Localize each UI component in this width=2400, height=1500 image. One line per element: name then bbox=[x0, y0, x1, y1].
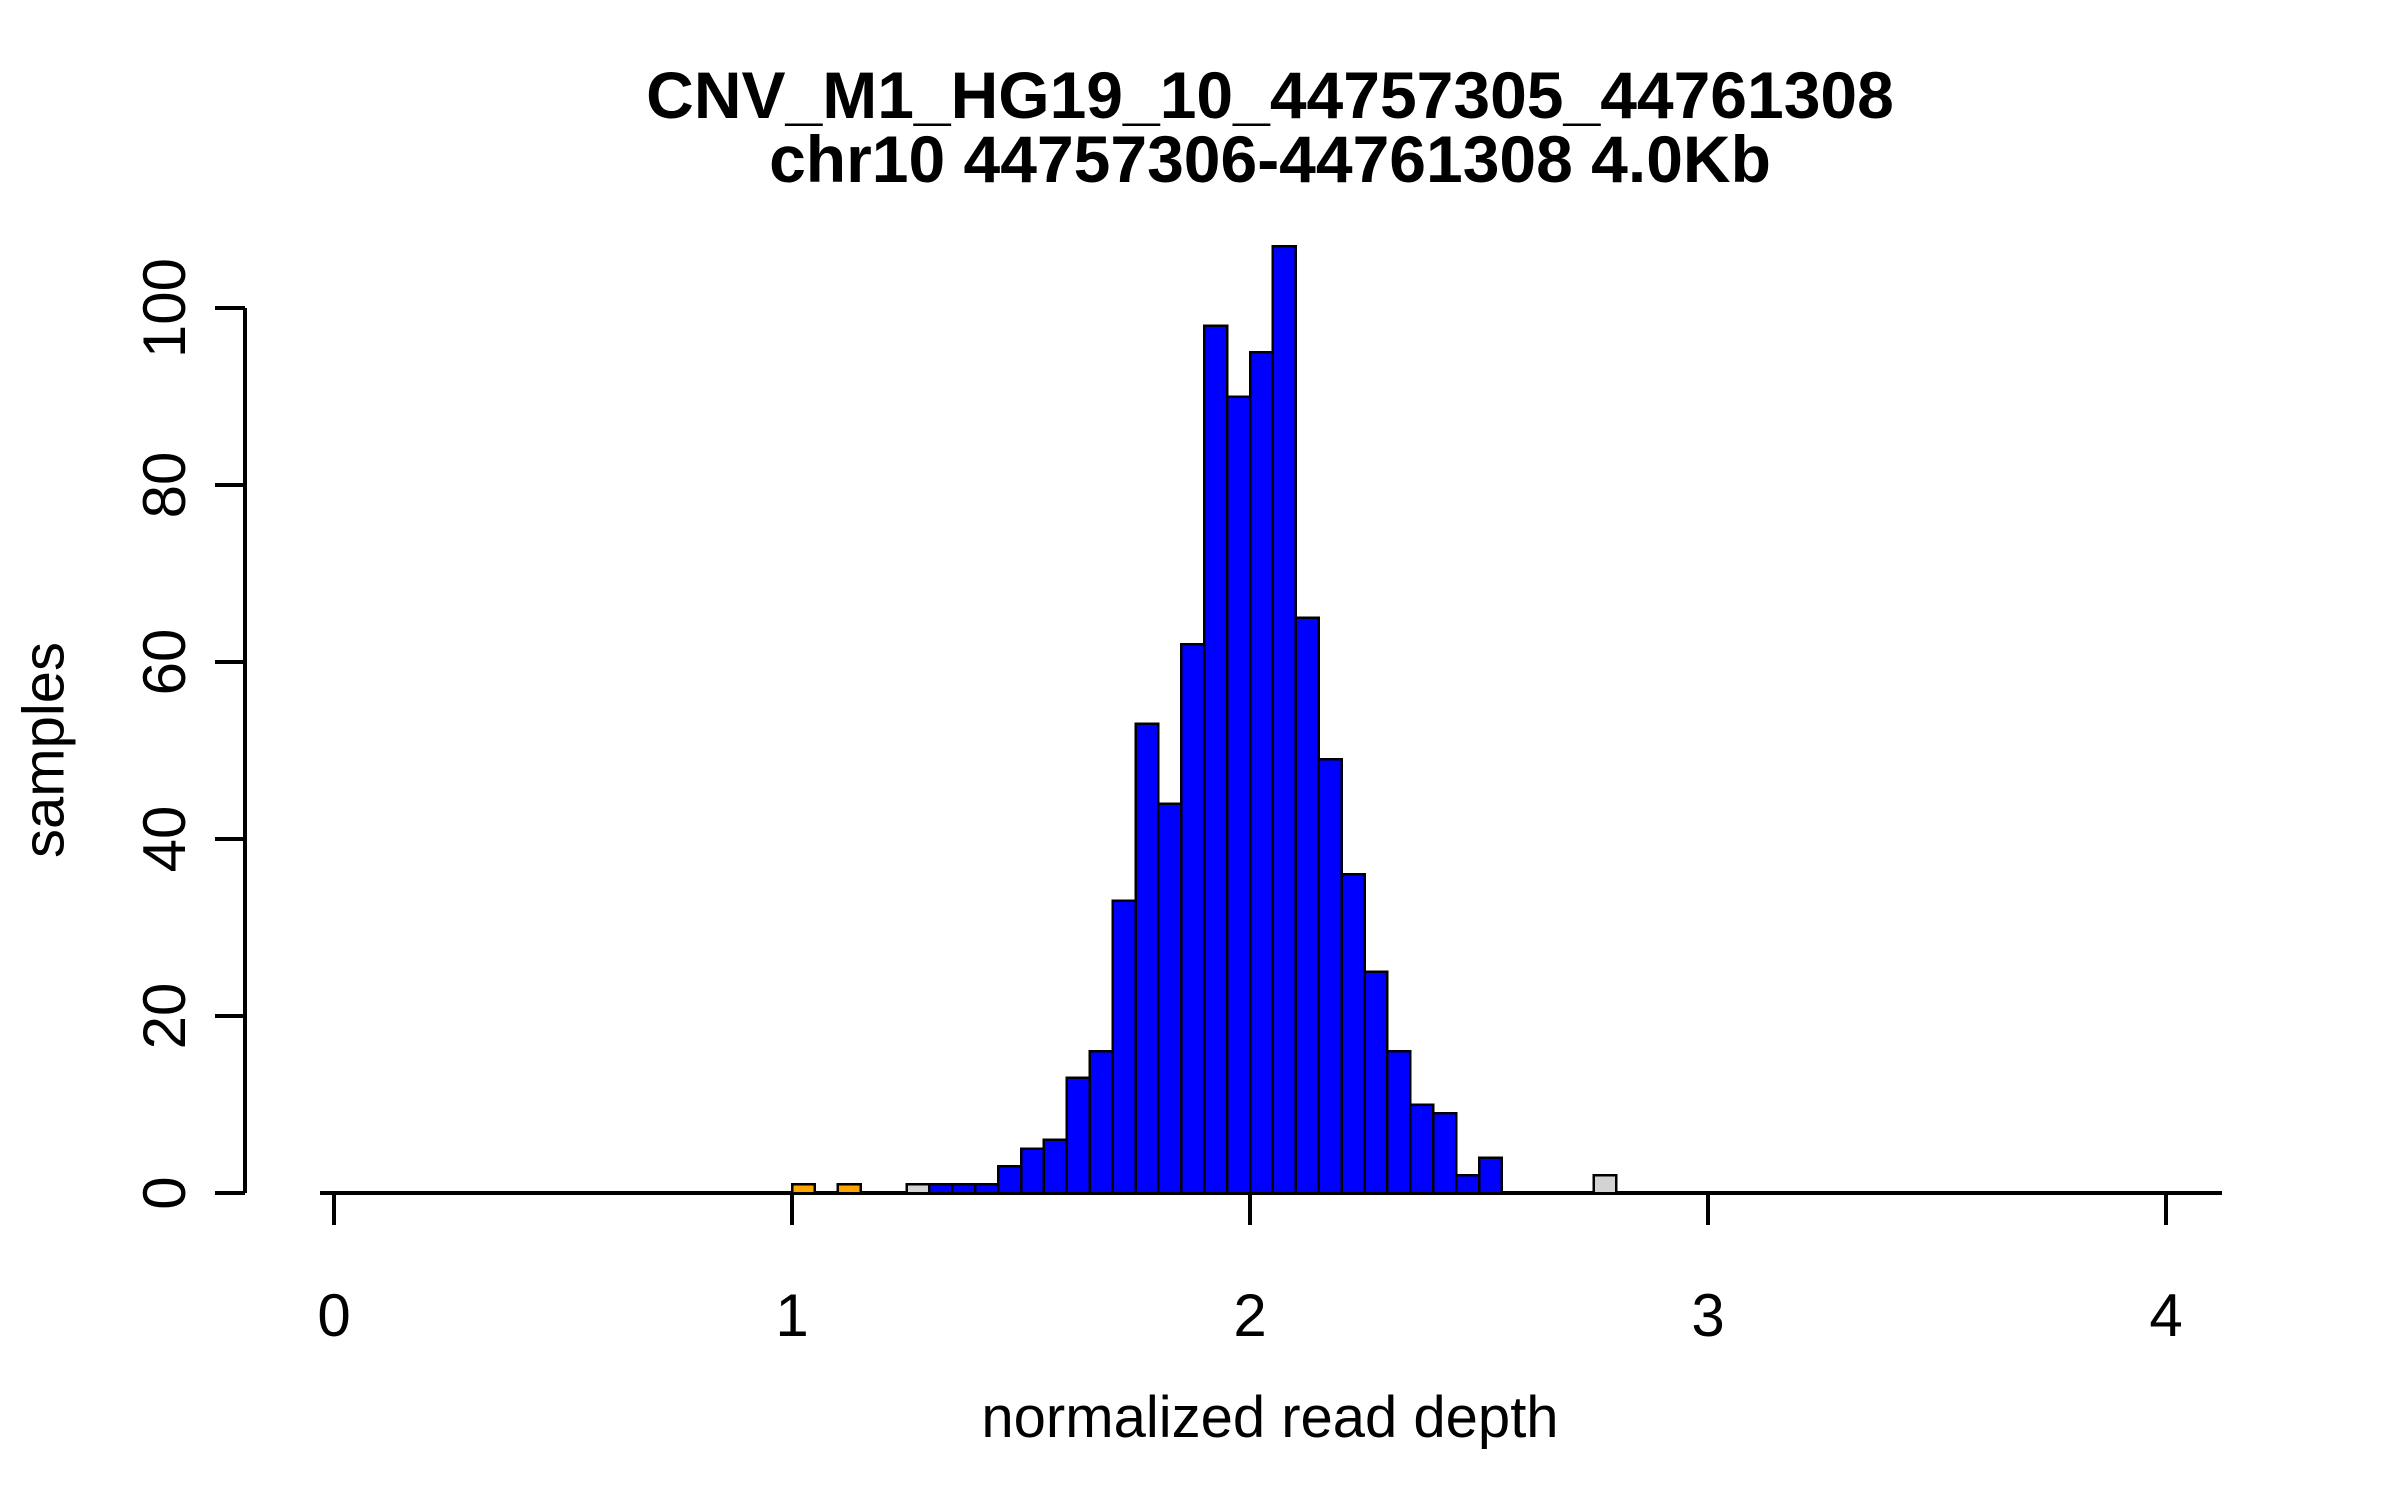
x-axis-label: normalized read depth bbox=[981, 1385, 1559, 1450]
y-axis-label: samples bbox=[11, 642, 77, 858]
histogram-bar bbox=[1180, 643, 1206, 1195]
y-axis-tick-label: 60 bbox=[131, 629, 198, 696]
histogram-bar bbox=[1225, 395, 1252, 1195]
histogram-bar bbox=[996, 1165, 1023, 1195]
x-axis-tick-label: 2 bbox=[1233, 1282, 1266, 1349]
histogram-bar bbox=[1477, 1156, 1504, 1195]
histogram-bar bbox=[1363, 970, 1389, 1195]
histogram-bar bbox=[973, 1182, 1000, 1195]
histogram-bar bbox=[1409, 1103, 1435, 1195]
histogram-bar bbox=[1248, 351, 1275, 1195]
histogram-bar bbox=[928, 1182, 954, 1195]
histogram-bar bbox=[1294, 616, 1320, 1195]
histogram-bar bbox=[790, 1182, 817, 1195]
chart-title-line-2: chr10 44757306-44761308 4.0Kb bbox=[769, 122, 1771, 196]
chart-title-line-1: CNV_M1_HG19_10_44757305_44761308 bbox=[646, 58, 1894, 132]
x-axis-tick-label: 3 bbox=[1691, 1282, 1724, 1349]
histogram-bar bbox=[951, 1182, 977, 1195]
histogram-bar bbox=[1431, 1112, 1458, 1195]
histogram-bar bbox=[1340, 873, 1366, 1195]
histogram-bar bbox=[1019, 1147, 1046, 1195]
histogram-bar bbox=[1454, 1174, 1481, 1195]
x-axis-tick-label: 4 bbox=[2149, 1282, 2182, 1349]
histogram-bar bbox=[905, 1182, 931, 1195]
histogram-bar bbox=[836, 1182, 862, 1195]
histogram-bar bbox=[1386, 1050, 1412, 1195]
y-axis-tick-label: 0 bbox=[131, 1176, 198, 1209]
histogram-bar bbox=[1317, 758, 1343, 1195]
y-axis-tick-label: 20 bbox=[131, 983, 198, 1050]
y-axis-tick-label: 40 bbox=[131, 806, 198, 873]
histogram-bar bbox=[1271, 244, 1298, 1195]
histogram-bar bbox=[1111, 899, 1137, 1195]
y-axis-tick-label: 100 bbox=[131, 258, 198, 358]
histogram-bar bbox=[1088, 1050, 1114, 1195]
histogram-bar bbox=[1042, 1138, 1069, 1195]
y-axis-tick-label: 80 bbox=[131, 452, 198, 519]
x-axis-tick-label: 1 bbox=[775, 1282, 808, 1349]
x-axis-tick-label: 0 bbox=[317, 1282, 350, 1349]
histogram-bar bbox=[1065, 1076, 1091, 1195]
histogram-bar bbox=[1202, 324, 1229, 1195]
histogram-bar bbox=[1592, 1174, 1618, 1195]
histogram-bar bbox=[1157, 802, 1183, 1195]
histogram-bar bbox=[1134, 722, 1160, 1195]
